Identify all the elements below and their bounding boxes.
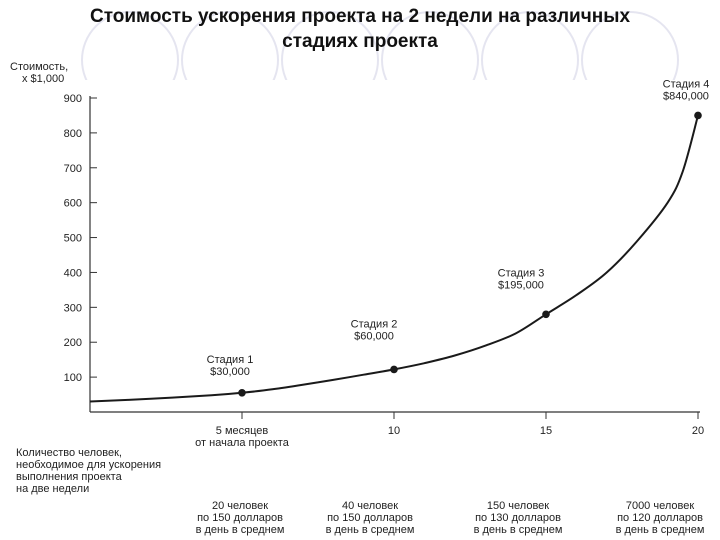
y-tick-label: 400: [64, 267, 82, 279]
people-needed-line-3: выполнения проекта: [16, 471, 122, 483]
stage-2-people-note: 40 человек по 150 долларов в день в сред…: [305, 500, 435, 536]
people-needed-line-1: Количество человек,: [16, 447, 122, 459]
stage-4-people-note: 7000 человек по 120 долларов в день в ср…: [595, 500, 720, 536]
stage-3-people-note: 150 человек по 130 долларов в день в сре…: [453, 500, 583, 536]
stage-value-1: $30,000: [210, 366, 250, 378]
y-axis-label-line-2: x $1,000: [22, 73, 64, 85]
stage-label-1: Стадия 1: [207, 354, 254, 366]
chart-title-line-1: Стоимость ускорения проекта на 2 недели …: [89, 6, 631, 27]
people-needed-label: Количество человек, необходимое для уско…: [16, 447, 166, 495]
stage-3-note-line-2: по 130 долларов: [475, 512, 561, 524]
stage-4-note-line-1: 7000 человек: [625, 500, 695, 512]
stage-1-note-line-2: по 150 долларов: [197, 512, 283, 524]
y-tick-label: 700: [64, 163, 82, 175]
x-tick-label: 5 месяцев: [216, 425, 269, 437]
y-tick-label: 900: [64, 93, 82, 105]
people-needed-line-2: необходимое для ускорения: [16, 459, 162, 471]
stage-points: Стадия 1$30,000 Стадия 2$60,000 Стадия 3$1…: [207, 78, 710, 397]
y-tick-label: 500: [64, 233, 82, 245]
stage-3-note-line-3: в день в среднем: [473, 524, 563, 536]
stage-label-2: Стадия 2: [351, 318, 398, 330]
stage-1-note-line-1: 20 человек: [211, 500, 269, 512]
people-needed-line-4: на две недели: [16, 483, 90, 495]
stage-point-2: [390, 365, 398, 374]
y-tick-label: 600: [64, 198, 82, 210]
y-tick-label: 300: [64, 302, 82, 314]
stage-2-note-line-2: по 150 долларов: [327, 512, 413, 524]
x-tick-label-line-2: от начала проекта: [195, 437, 290, 449]
stage-2-note-line-1: 40 человек: [341, 500, 399, 512]
y-axis-label-line-1: Стоимость,: [10, 61, 68, 73]
stage-1-people-note: 20 человек по 150 долларов в день в сред…: [175, 500, 305, 536]
stage-value-2: $60,000: [354, 330, 394, 342]
stage-2-note-line-3: в день в среднем: [325, 524, 415, 536]
stage-value-4: $840,000: [663, 90, 709, 102]
decorative-rings: [81, 11, 679, 80]
y-tick-label: 800: [64, 128, 82, 140]
stage-point-4: [694, 111, 702, 120]
stage-point-1: [238, 389, 246, 397]
y-ticks: 100 200 300 400 500 600 700 800 900: [64, 93, 97, 384]
x-tick-label: 10: [388, 425, 400, 437]
chart-title: Стоимость ускорения проекта на 2 недели …: [0, 4, 720, 54]
x-tick-label: 15: [540, 425, 552, 437]
axes: [89, 96, 700, 413]
stage-value-3: $195,000: [498, 279, 544, 291]
y-tick-label: 100: [64, 372, 82, 384]
stage-4-note-line-2: по 120 долларов: [617, 512, 703, 524]
stage-label-3: Стадия 3: [498, 267, 545, 279]
stage-1-note-line-3: в день в среднем: [195, 524, 285, 536]
stage-label-4: Стадия 4: [663, 78, 710, 90]
stage-3-note-line-1: 150 человек: [486, 500, 550, 512]
x-tick-label: 20: [692, 425, 704, 437]
stage-point-3: [542, 310, 550, 319]
y-tick-label: 200: [64, 337, 82, 349]
chart-title-line-2: стадиях проекта: [282, 31, 438, 52]
cost-curve: [89, 115, 699, 403]
stage-4-note-line-3: в день в среднем: [615, 524, 705, 536]
